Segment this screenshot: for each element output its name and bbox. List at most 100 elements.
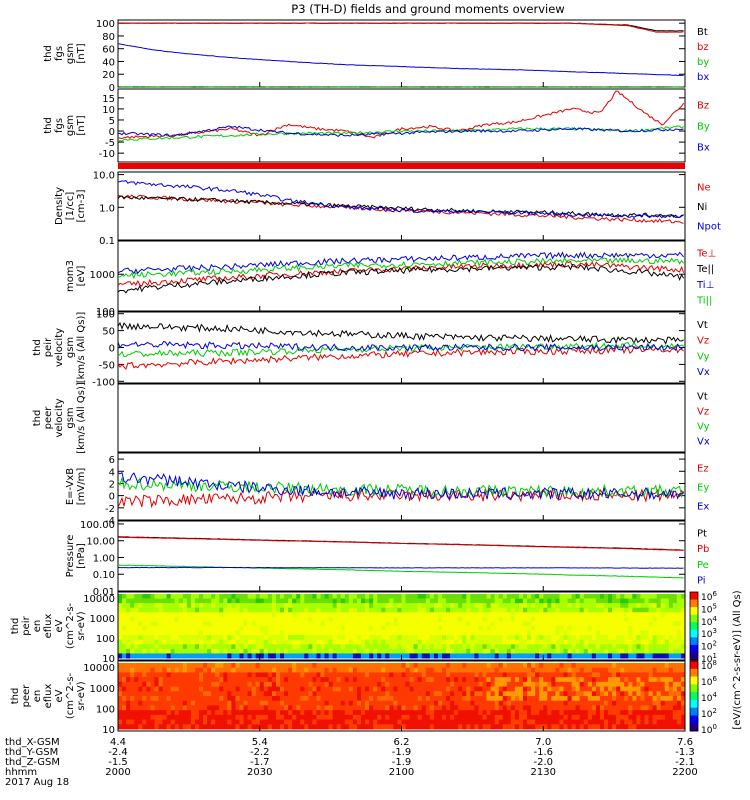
heatmap-cell bbox=[401, 696, 407, 702]
heatmap-cell bbox=[138, 607, 143, 613]
heatmap-cell bbox=[122, 714, 127, 721]
heatmap-cell bbox=[186, 648, 192, 654]
heatmap-cell bbox=[385, 594, 390, 600]
heatmap-cell bbox=[490, 639, 496, 645]
heatmap-cell bbox=[478, 696, 483, 702]
panel-ylabel: E=-VxB[mV/m] bbox=[65, 468, 87, 506]
heatmap-cell bbox=[506, 648, 512, 654]
heatmap-cell bbox=[243, 648, 249, 654]
heatmap-cell bbox=[219, 724, 224, 730]
heatmap-cell bbox=[385, 696, 390, 702]
heatmap-cell bbox=[446, 724, 451, 730]
heatmap-cell bbox=[393, 705, 398, 711]
heatmap-cell bbox=[583, 607, 589, 613]
heatmap-cell bbox=[154, 705, 159, 711]
heatmap-cell bbox=[591, 705, 597, 711]
heatmap-cell bbox=[377, 724, 382, 730]
heatmap-cell bbox=[466, 648, 471, 654]
heatmap-cell bbox=[369, 598, 374, 604]
heatmap-cell bbox=[518, 621, 524, 627]
heatmap-cell bbox=[300, 663, 305, 669]
heatmap-cell bbox=[174, 648, 180, 654]
heatmap-cell bbox=[656, 626, 662, 632]
heatmap-cell bbox=[620, 677, 625, 683]
ytick-label: 1.0 bbox=[99, 203, 115, 214]
heatmap-cell bbox=[539, 681, 544, 688]
heatmap-cell bbox=[259, 616, 265, 622]
ylabel-line: [1/cc] bbox=[65, 192, 76, 221]
heatmap-cell bbox=[243, 607, 249, 613]
heatmap-cell bbox=[620, 681, 625, 688]
ytick-label: 1000 bbox=[90, 684, 115, 695]
heatmap-cell bbox=[174, 672, 180, 678]
heatmap-cell bbox=[174, 691, 180, 697]
heatmap-cell bbox=[215, 691, 220, 697]
heatmap-cell bbox=[417, 663, 423, 669]
heatmap-cell bbox=[235, 616, 240, 622]
heatmap-cell bbox=[178, 663, 184, 669]
heatmap-cell bbox=[389, 635, 394, 641]
heatmap-cell bbox=[385, 616, 390, 622]
heatmap-cell bbox=[510, 691, 516, 697]
heatmap-cell bbox=[328, 635, 334, 641]
heatmap-cell bbox=[571, 705, 577, 711]
heatmap-cell bbox=[130, 696, 135, 702]
heatmap-cell bbox=[587, 667, 593, 673]
heatmap-cell bbox=[227, 672, 232, 678]
heatmap-cell bbox=[199, 686, 204, 692]
heatmap-cell bbox=[288, 710, 293, 716]
heatmap-cell bbox=[296, 719, 301, 725]
heatmap-cell bbox=[656, 710, 662, 716]
heatmap-cell bbox=[502, 612, 508, 618]
ylabel-line: [nPa] bbox=[76, 543, 87, 569]
heatmap-cell bbox=[292, 603, 297, 609]
heatmap-cell bbox=[652, 677, 658, 683]
heatmap-cell bbox=[142, 663, 147, 669]
heatmap-cell bbox=[263, 710, 269, 716]
heatmap-cell bbox=[263, 616, 269, 622]
heatmap-cell bbox=[332, 616, 338, 622]
heatmap-cell bbox=[130, 626, 135, 632]
heatmap-cell bbox=[251, 672, 257, 678]
heatmap-cell bbox=[680, 644, 686, 650]
heatmap-cell bbox=[352, 710, 358, 716]
heatmap-cell bbox=[255, 607, 261, 613]
heatmap-cell bbox=[231, 648, 236, 654]
heatmap-cell bbox=[437, 724, 443, 730]
heatmap-cell bbox=[563, 663, 569, 669]
ylabel-line: [km/s (All Qs)] bbox=[76, 382, 87, 454]
heatmap-cell bbox=[668, 691, 674, 697]
heatmap-cell bbox=[356, 644, 362, 650]
heatmap-cell bbox=[442, 691, 447, 697]
heatmap-cell bbox=[170, 714, 176, 721]
heatmap-cell bbox=[442, 635, 447, 641]
heatmap-cell bbox=[227, 603, 232, 609]
heatmap-cell bbox=[122, 677, 127, 683]
heatmap-cell bbox=[644, 603, 650, 609]
heatmap-cell bbox=[203, 714, 208, 721]
heatmap-cell bbox=[178, 653, 184, 659]
heatmap-cell bbox=[482, 672, 488, 678]
heatmap-cell bbox=[421, 681, 427, 688]
heatmap-cell bbox=[510, 710, 516, 716]
heatmap-cell bbox=[308, 644, 313, 650]
heatmap-cell bbox=[527, 603, 532, 609]
heatmap-cell bbox=[409, 630, 415, 636]
heatmap-cell bbox=[539, 603, 544, 609]
heatmap-cell bbox=[271, 681, 277, 688]
heatmap-cell bbox=[616, 714, 621, 721]
heatmap-cell bbox=[518, 603, 524, 609]
heatmap-cell bbox=[190, 681, 196, 688]
heatmap-cell bbox=[255, 663, 261, 669]
heatmap-cell bbox=[352, 663, 358, 669]
heatmap-cell bbox=[259, 691, 265, 697]
heatmap-cell bbox=[680, 635, 686, 641]
ylabel-line: peer bbox=[21, 684, 32, 708]
heatmap-cell bbox=[518, 626, 524, 632]
heatmap-cell bbox=[648, 691, 654, 697]
heatmap-cell bbox=[547, 598, 552, 604]
heatmap-cell bbox=[393, 667, 398, 673]
heatmap-cell bbox=[604, 719, 609, 725]
heatmap-cell bbox=[231, 598, 236, 604]
